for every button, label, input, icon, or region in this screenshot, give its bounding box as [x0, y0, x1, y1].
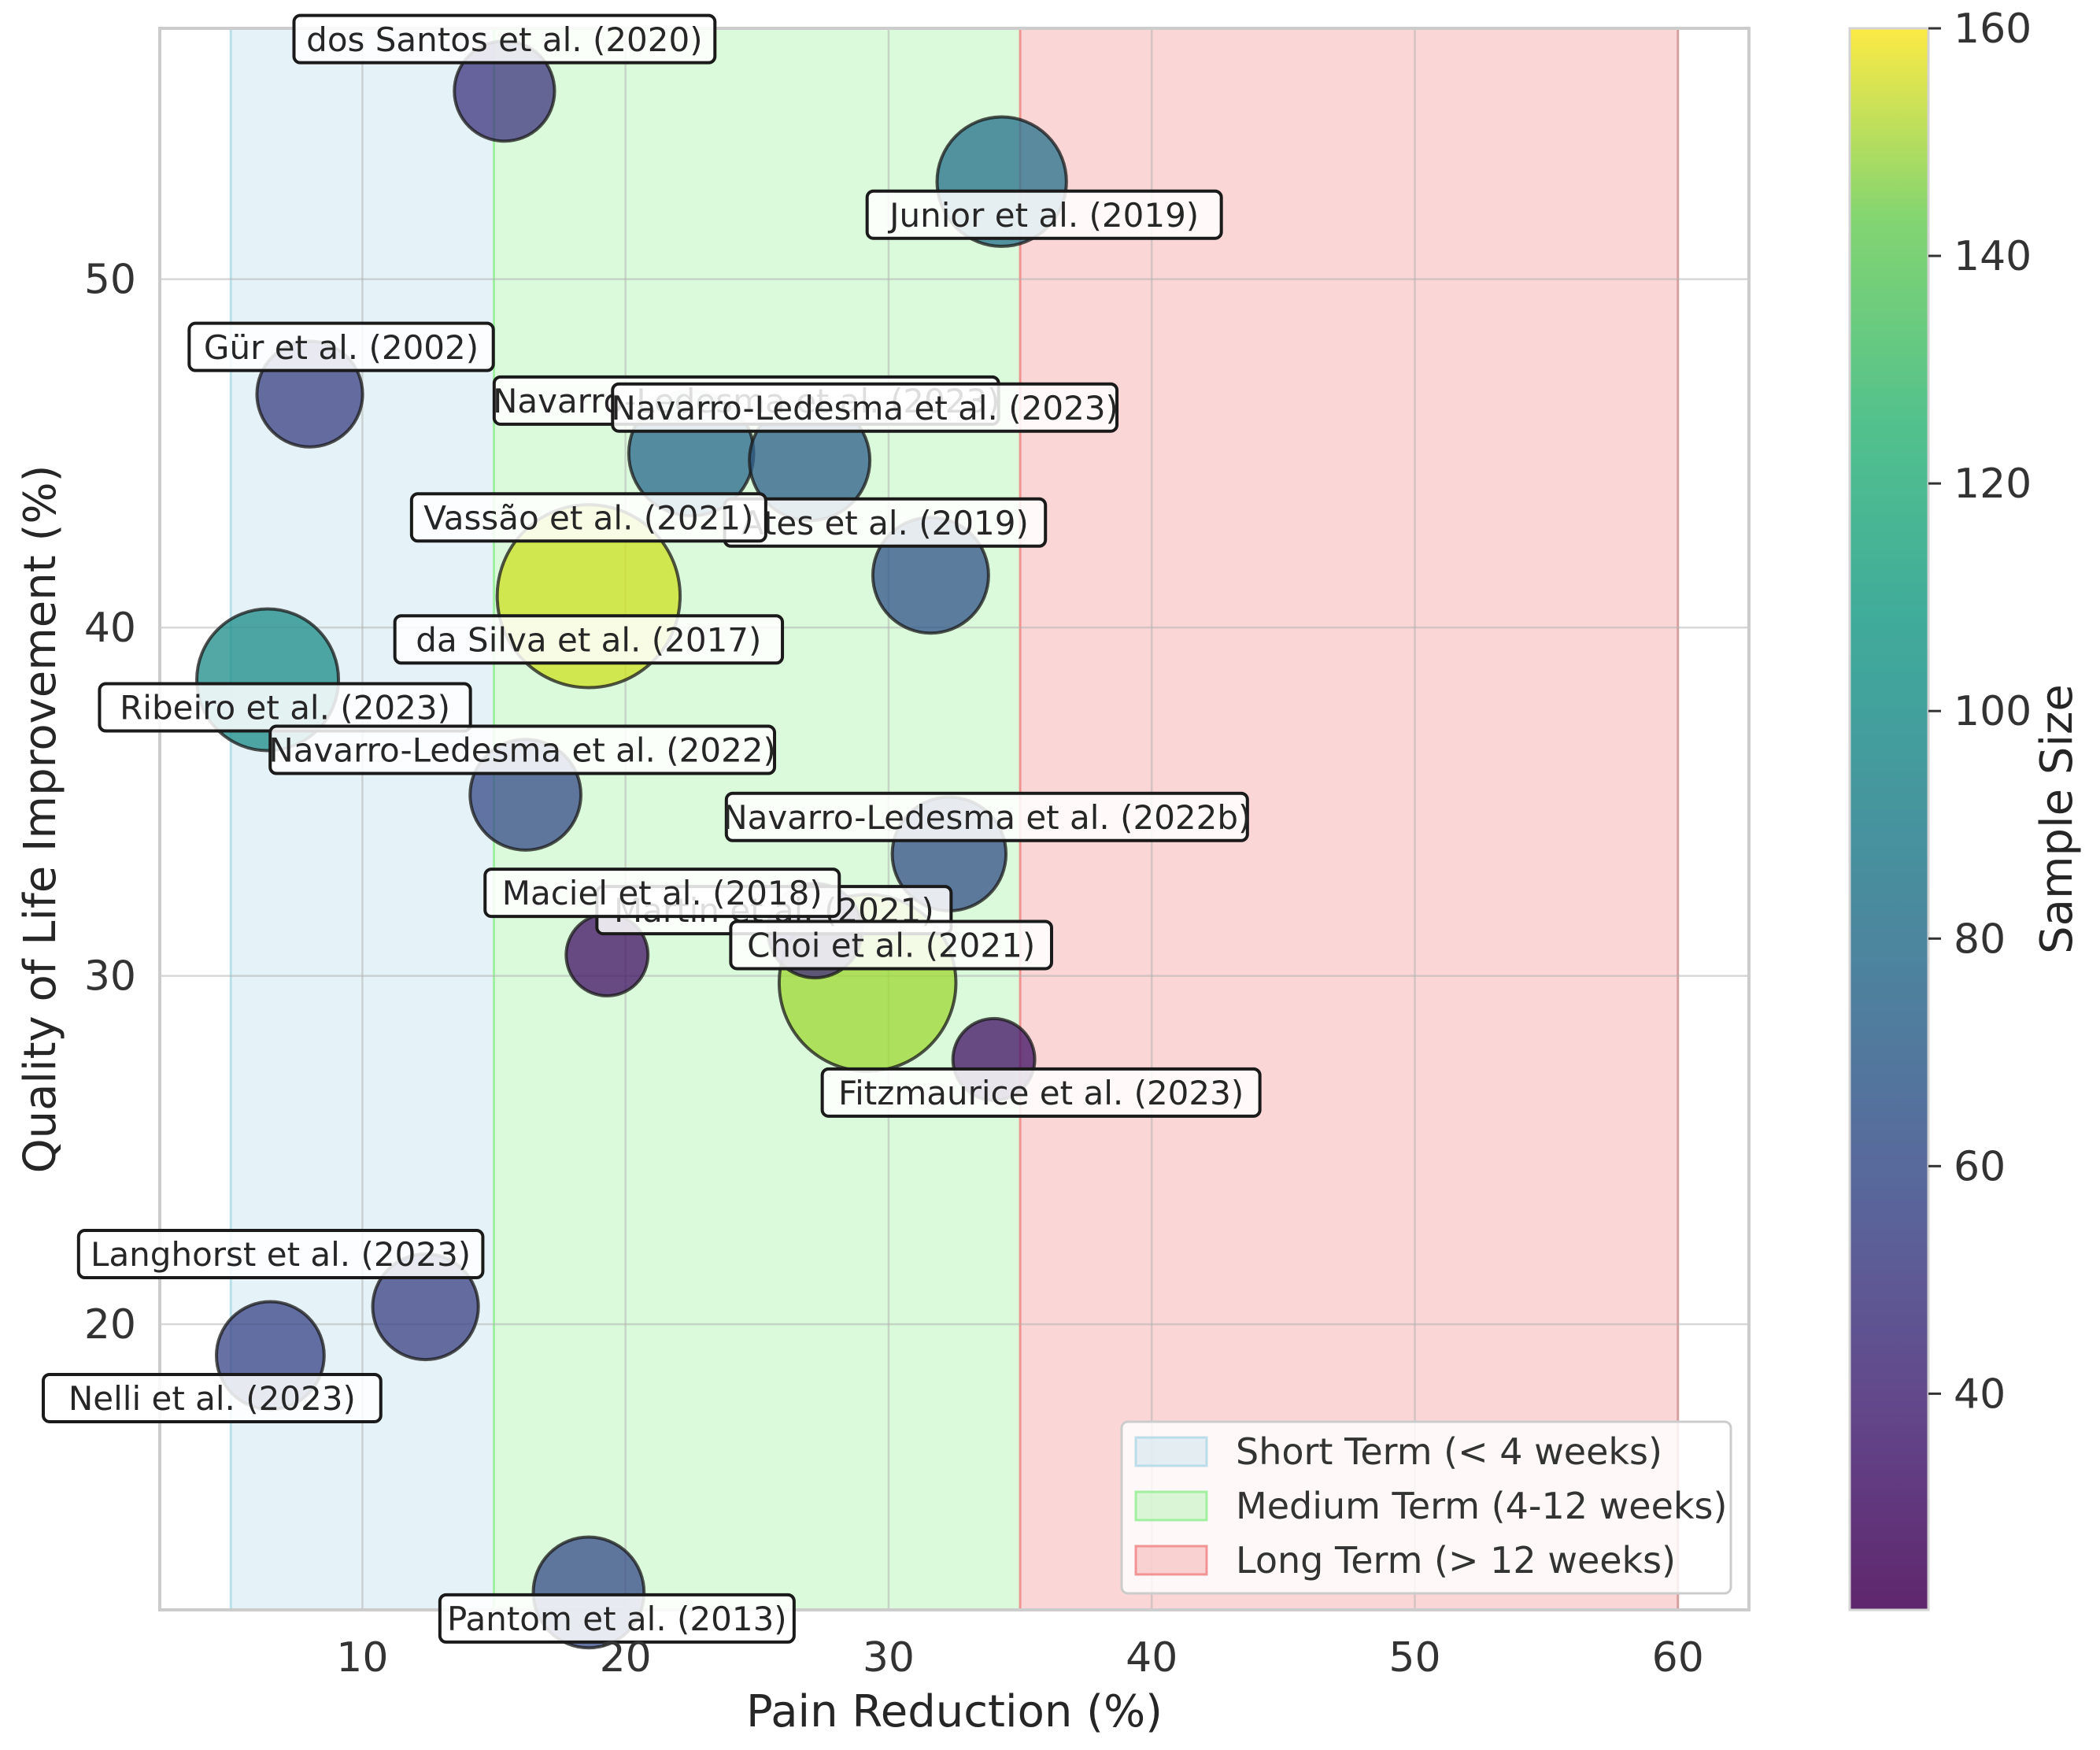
legend-label: Medium Term (4-12 weeks): [1236, 1485, 1727, 1527]
legend-label: Long Term (> 12 weeks): [1236, 1539, 1676, 1582]
annotation-box: [820, 1067, 1262, 1118]
colorbar-label: Sample Size: [2032, 684, 2083, 954]
legend-label: Short Term (< 4 weeks): [1236, 1430, 1662, 1473]
colorbar-tick-label: 140: [1954, 233, 2032, 280]
annotation-label: Gür et al. (2002): [204, 328, 479, 367]
colorbar-tick-label: 160: [1954, 6, 2032, 53]
annotation-label: Pantom et al. (2013): [447, 1600, 787, 1638]
annotation: Navarro-Ledesma et al. (2022): [268, 724, 777, 775]
annotation: da Silva et al. (2017): [393, 614, 785, 665]
annotation-box: [393, 614, 785, 665]
axis-ticks: 10 20 30 40 50 60 20 30 40 50: [84, 257, 1704, 1682]
plot-frame: [158, 27, 1751, 1611]
legend-swatch: [1134, 1490, 1208, 1522]
annotation-label: dos Santos et al. (2020): [306, 20, 702, 59]
annotation: Fitzmaurice et al. (2023): [820, 1067, 1262, 1118]
y-tick-label: 50: [84, 257, 136, 304]
annotation-box: [438, 1593, 796, 1644]
annotation-label: Junior et al. (2019): [887, 196, 1199, 235]
x-tick-label: 20: [600, 1634, 652, 1682]
annotation-box: [76, 1229, 485, 1280]
legend-swatch: [1134, 1436, 1208, 1467]
legend-frame: [1120, 1420, 1732, 1595]
annotation-label: Navarro-Ledesma et al. (2022b): [723, 798, 1251, 837]
y-tick-label: 30: [84, 953, 136, 1001]
colorbar-tick-label: 100: [1954, 688, 2032, 735]
annotation: Ates et al. (2019): [723, 497, 1048, 548]
annotation: Vassão et al. (2021): [409, 492, 767, 543]
annotation-box: [611, 382, 1119, 433]
annotation: Junior et al. (2019): [865, 189, 1223, 240]
annotation-label: Maciel et al. (2018): [502, 874, 823, 912]
colorbar-tick-label: 40: [1954, 1371, 2006, 1418]
annotation-label: da Silva et al. (2017): [416, 620, 761, 659]
annotation: dos Santos et al. (2020): [292, 13, 717, 65]
annotation-label: Fitzmaurice et al. (2023): [838, 1074, 1244, 1112]
annotation-box: [187, 321, 495, 372]
x-tick-label: 40: [1126, 1634, 1178, 1682]
annotation: Ribeiro et al. (2023): [98, 682, 472, 733]
y-tick-label: 20: [84, 1301, 136, 1349]
annotation-label: Langhorst et al. (2023): [91, 1235, 471, 1274]
annotation-label: Vassão et al. (2021): [423, 498, 753, 537]
y-tick-label: 40: [84, 605, 136, 652]
annotation: Pantom et al. (2013): [438, 1593, 796, 1644]
annotation: Navarro-Ledesma et al. (2023): [611, 382, 1119, 433]
annotation: Choi et al. (2021): [729, 919, 1053, 971]
x-tick-label: 10: [336, 1634, 388, 1682]
legend-swatch: [1134, 1545, 1208, 1576]
x-tick-label: 50: [1388, 1634, 1440, 1682]
annotation: Langhorst et al. (2023): [76, 1229, 485, 1280]
colorbar-gradient: [1848, 27, 1930, 1611]
x-axis-label: Pain Reduction (%): [746, 1686, 1163, 1737]
annotation-label: Ates et al. (2019): [741, 504, 1029, 542]
annotation: Nelli et al. (2023): [41, 1372, 383, 1423]
annotation: Maciel et al. (2018): [483, 868, 841, 919]
annotation-box: [292, 13, 717, 65]
x-tick-label: 30: [863, 1634, 915, 1682]
annotation-box: [724, 791, 1249, 842]
annotation-box: [409, 492, 767, 543]
point-annotations: dos Santos et al. (2020) Junior et al. (2…: [41, 13, 1262, 1644]
y-axis-label: Quality of Life Improvement (%): [15, 465, 66, 1174]
annotation: Gür et al. (2002): [187, 321, 495, 372]
annotation-label: Choi et al. (2021): [747, 927, 1035, 965]
colorbar-tick-label: 80: [1954, 916, 2006, 963]
annotation-box: [41, 1372, 383, 1423]
colorbar-tick-label: 120: [1954, 461, 2032, 508]
annotation-label: Ribeiro et al. (2023): [120, 689, 450, 727]
annotation-label: Navarro-Ledesma et al. (2022): [268, 731, 776, 770]
annotation-label: Nelli et al. (2023): [68, 1379, 356, 1418]
annotation-label: Navarro-Ledesma et al. (2023): [611, 389, 1118, 427]
annotation: Navarro-Ledesma et al. (2022b): [723, 791, 1251, 842]
colorbar: 40 60 80 100 120 140 160 Sample Size: [1848, 6, 2083, 1611]
annotation-box: [729, 919, 1053, 971]
annotation-box: [865, 189, 1223, 240]
colorbar-tick-label: 60: [1954, 1143, 2006, 1190]
legend: Short Term (< 4 weeks) Medium Term (4-12 …: [1120, 1420, 1732, 1595]
annotation-box: [268, 724, 777, 775]
colorbar-ticks: 40 60 80 100 120 140 160: [1928, 6, 2032, 1418]
annotation-box: [483, 868, 841, 919]
x-tick-label: 60: [1652, 1634, 1704, 1682]
